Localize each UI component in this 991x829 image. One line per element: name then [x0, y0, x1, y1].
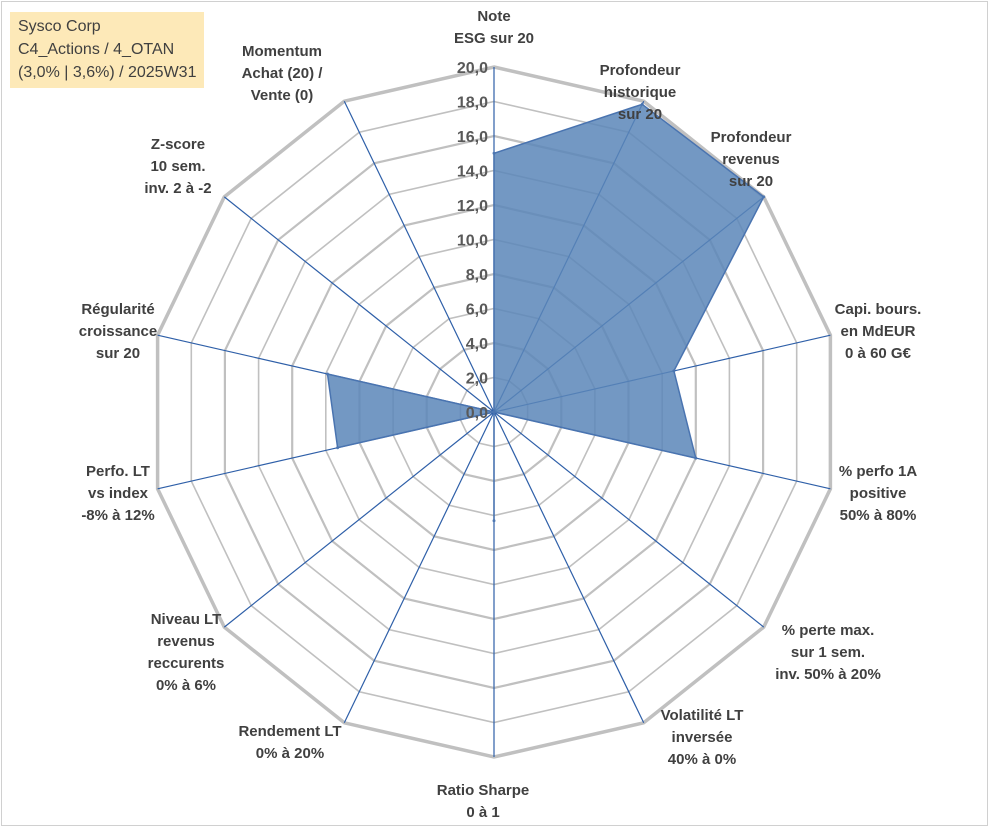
- axis-label-line: revenus: [157, 633, 215, 650]
- axis-label: Régularité croissance sur 20: [79, 301, 157, 362]
- axis-label-line: Achat (20) /: [242, 65, 324, 82]
- axis-spoke: [343, 411, 495, 724]
- axis-label-line: 0% à 6%: [156, 677, 216, 694]
- axis-label-line: 50% à 80%: [840, 507, 917, 524]
- tick-label: 14,0: [457, 164, 488, 181]
- info-line-category: C4_Actions / 4_OTAN: [18, 41, 175, 58]
- axis-label-line: Note: [477, 8, 510, 25]
- axis-spoke: [223, 196, 495, 413]
- data-point: [694, 456, 698, 460]
- axis-label-line: % perte max.: [782, 622, 875, 639]
- data-point: [640, 102, 644, 106]
- axis-label-line: vs index: [88, 485, 149, 502]
- data-point: [336, 446, 340, 450]
- data-point: [672, 369, 676, 373]
- axis-label-line: sur 20: [729, 173, 773, 190]
- tick-label: 16,0: [457, 129, 488, 146]
- axis-label-line: 10 sem.: [150, 158, 205, 175]
- tick-label: 2,0: [466, 371, 488, 388]
- axis-label: % perte max. sur 1 sem. inv. 50% à 20%: [775, 622, 881, 683]
- axis-label-line: en MdEUR: [841, 323, 916, 340]
- axis-label: Note ESG sur 20: [454, 8, 534, 47]
- axis-label: Perfo. LT vs index -8% à 12%: [81, 463, 154, 524]
- axis-label-line: sur 20: [618, 106, 662, 123]
- axis-label-line: Momentum: [242, 43, 322, 60]
- data-point: [492, 151, 496, 155]
- tick-label: 20,0: [457, 60, 488, 77]
- axis-label-line: inversée: [672, 729, 733, 746]
- axis-label-line: revenus: [722, 151, 780, 168]
- series-layer: [326, 102, 766, 523]
- axis-label-line: 0 à 60 G€: [845, 345, 912, 362]
- info-line-company: Sysco Corp: [18, 18, 101, 35]
- axis-label-line: croissance: [79, 323, 157, 340]
- axis-label: Niveau LT revenus reccurents 0% à 6%: [148, 611, 225, 694]
- label-layer: Note ESG sur 20 Profondeur historique sur 20…: [79, 8, 922, 821]
- axis-spoke: [223, 411, 495, 628]
- axis-label-line: 0 à 1: [466, 804, 499, 821]
- data-point: [492, 410, 496, 414]
- axis-spoke: [493, 411, 645, 724]
- data-point: [492, 519, 496, 523]
- axis-label-line: Régularité: [81, 301, 154, 318]
- tick-label: 4,0: [466, 336, 488, 353]
- axis-label: Rendement LT 0% à 20%: [238, 723, 341, 762]
- axis-label-line: Ratio Sharpe: [437, 782, 530, 799]
- series-area: [326, 103, 765, 521]
- tick-layer: 0,0 2,0 4,0 6,0 8,0 10,0 12,0 14,0 16,0 18,0 20,0: [457, 60, 488, 422]
- tick-label: 12,0: [457, 198, 488, 215]
- axis-label-line: 40% à 0%: [668, 751, 736, 768]
- axis-spoke: [343, 100, 495, 413]
- axis-label-line: Niveau LT: [151, 611, 222, 628]
- tick-label: 10,0: [457, 233, 488, 250]
- tick-label: 18,0: [457, 95, 488, 112]
- axis-label: Volatilité LT inversée 40% à 0%: [661, 707, 744, 768]
- axis-label-line: inv. 2 à -2: [144, 180, 211, 197]
- axis-label: Z-score 10 sem. inv. 2 à -2: [144, 136, 211, 197]
- tick-label: 6,0: [466, 302, 488, 319]
- axis-label: % perfo 1A positive 50% à 80%: [839, 463, 918, 524]
- axis-spoke: [493, 411, 765, 628]
- axis-label: Momentum Achat (20) / Vente (0): [242, 43, 324, 104]
- info-line-period: (3,0% | 3,6%) / 2025W31: [18, 64, 197, 81]
- axis-label: Capi. bours. en MdEUR 0 à 60 G€: [835, 301, 922, 362]
- axis-label-line: historique: [604, 84, 677, 101]
- axis-label: Profondeur revenus sur 20: [711, 129, 792, 190]
- axis-label-line: sur 1 sem.: [791, 644, 865, 661]
- data-point: [326, 372, 329, 376]
- axis-label-line: Volatilité LT: [661, 707, 744, 724]
- axis-label-line: Capi. bours.: [835, 301, 922, 318]
- axis-label-line: -8% à 12%: [81, 507, 154, 524]
- data-point: [762, 195, 766, 199]
- axis-label: Profondeur historique sur 20: [600, 62, 681, 123]
- axis-label: Ratio Sharpe 0 à 1: [437, 782, 530, 821]
- axis-label-line: Z-score: [151, 136, 205, 153]
- tick-label: 0,0: [466, 405, 488, 422]
- axis-label-line: Profondeur: [600, 62, 681, 79]
- axis-label-line: Perfo. LT: [86, 463, 150, 480]
- axis-label-line: inv. 50% à 20%: [775, 666, 881, 683]
- axis-label-line: Profondeur: [711, 129, 792, 146]
- axis-label-line: % perfo 1A: [839, 463, 918, 480]
- axis-label-line: positive: [850, 485, 907, 502]
- axis-label-line: 0% à 20%: [256, 745, 324, 762]
- axis-label-line: sur 20: [96, 345, 140, 362]
- tick-label: 8,0: [466, 267, 488, 284]
- axis-label-line: Rendement LT: [238, 723, 341, 740]
- axis-label-line: Vente (0): [251, 87, 314, 104]
- axis-label-line: ESG sur 20: [454, 30, 534, 47]
- axis-label-line: reccurents: [148, 655, 225, 672]
- info-box: Sysco Corp C4_Actions / 4_OTAN (3,0% | 3…: [10, 12, 205, 88]
